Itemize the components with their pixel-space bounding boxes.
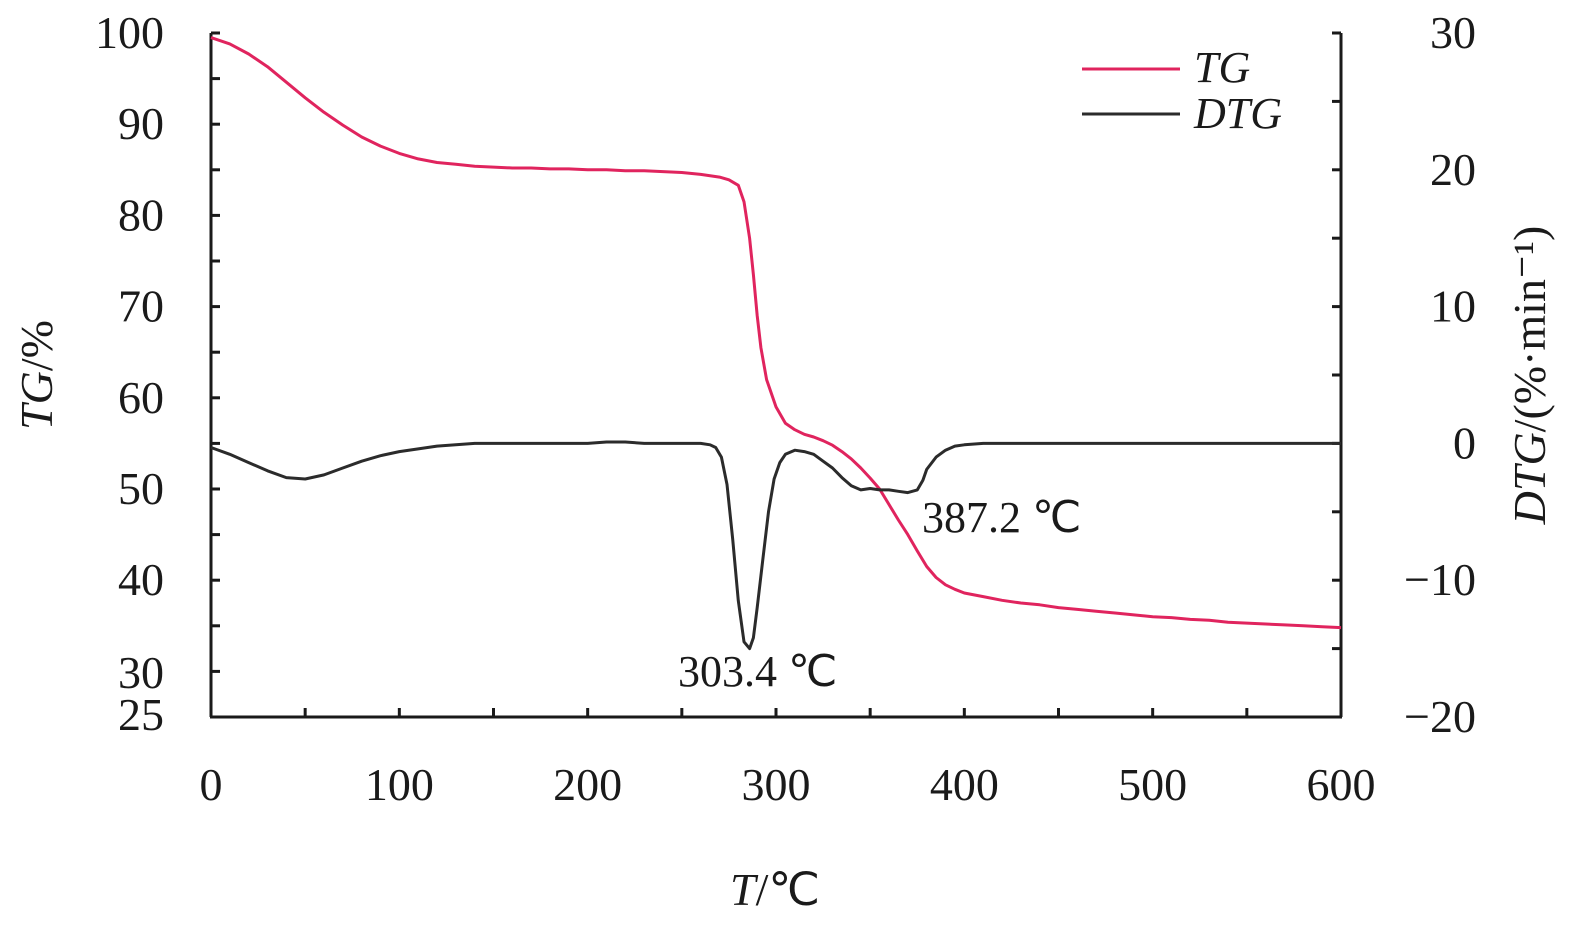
right-y-tick-label: −20	[1404, 691, 1476, 742]
x-tick-label: 500	[1118, 759, 1187, 810]
legend-dtg-label: DTG	[1193, 89, 1282, 138]
right-y-axis-title: DTG/(%·min⁻¹)	[1504, 226, 1555, 526]
tick-labels: 0 100 200 300 400 500 600100908070605040302530…	[95, 7, 1476, 810]
x-tick-label: 400	[930, 759, 999, 810]
left-y-tick-label: 30	[118, 647, 164, 698]
legend-tg-label: TG	[1194, 43, 1250, 92]
annotation-dtg-peak-1: 303.4 ℃	[678, 647, 837, 696]
left-y-axis-title: TG/%	[11, 320, 62, 430]
x-tick-label: 200	[553, 759, 622, 810]
right-y-tick-label: 0	[1453, 417, 1476, 468]
left-y-tick-label: 60	[118, 372, 164, 423]
right-y-tick-label: 30	[1430, 7, 1476, 58]
ticks	[209, 31, 1343, 719]
dtg-series-line	[210, 440, 1341, 651]
x-axis-title: T/℃	[730, 864, 820, 915]
x-tick-label: 0	[200, 759, 223, 810]
axes	[209, 33, 1343, 719]
series-lines	[210, 36, 1342, 651]
x-tick-label: 600	[1307, 759, 1376, 810]
left-y-tick-label: 100	[95, 7, 164, 58]
tg-series-line	[210, 36, 1342, 630]
right-y-tick-label: 10	[1430, 281, 1476, 332]
right-y-tick-label: −10	[1404, 554, 1476, 605]
left-y-tick-label: 90	[118, 98, 164, 149]
left-y-tick-label: 25	[118, 689, 164, 740]
right-y-tick-label: 20	[1430, 144, 1476, 195]
legend: TG DTG	[1082, 43, 1282, 138]
left-y-tick-label: 80	[118, 189, 164, 240]
x-tick-label: 300	[742, 759, 811, 810]
left-y-tick-label: 40	[118, 554, 164, 605]
left-y-tick-label: 50	[118, 463, 164, 514]
left-y-tick-label: 70	[118, 281, 164, 332]
annotation-dtg-peak-2: 387.2 ℃	[922, 493, 1081, 542]
x-tick-label: 100	[365, 759, 434, 810]
